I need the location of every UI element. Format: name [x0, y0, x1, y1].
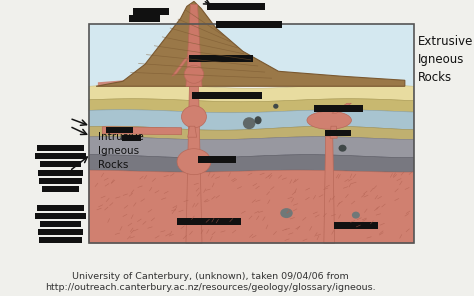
Bar [35, 153, 86, 159]
Polygon shape [186, 81, 202, 243]
Bar [37, 145, 83, 151]
Ellipse shape [243, 117, 255, 129]
Text: http://outreach.canterbury.ac.nz/resources/geology/glossary/igneous.: http://outreach.canterbury.ac.nz/resourc… [46, 282, 376, 292]
Polygon shape [186, 4, 202, 86]
Bar [106, 127, 133, 133]
Bar [325, 130, 351, 136]
Bar [89, 24, 414, 86]
Ellipse shape [352, 212, 360, 219]
Polygon shape [324, 136, 335, 243]
Bar [128, 15, 160, 22]
Text: University of Canterbury, (unknown), taken 09/04/06 from: University of Canterbury, (unknown), tak… [73, 271, 349, 281]
Polygon shape [96, 1, 405, 86]
Polygon shape [98, 34, 189, 86]
Bar [122, 135, 141, 141]
Bar [42, 186, 79, 192]
Bar [177, 218, 241, 225]
Polygon shape [89, 170, 414, 243]
Bar [134, 8, 169, 15]
Ellipse shape [273, 104, 279, 109]
Bar [38, 229, 83, 235]
Polygon shape [330, 126, 337, 138]
Bar [39, 178, 82, 184]
Bar [216, 21, 283, 28]
Ellipse shape [184, 65, 204, 83]
Bar [334, 222, 378, 229]
Polygon shape [172, 56, 190, 76]
Ellipse shape [255, 116, 262, 124]
Text: Intrusive
Igneous
Rocks: Intrusive Igneous Rocks [98, 132, 144, 170]
Polygon shape [102, 127, 182, 135]
Bar [207, 3, 264, 10]
Polygon shape [89, 137, 414, 158]
Ellipse shape [338, 145, 346, 152]
Bar [39, 237, 82, 243]
Bar [38, 170, 83, 176]
Bar [89, 24, 414, 243]
Polygon shape [89, 84, 414, 102]
Bar [37, 205, 83, 211]
Bar [40, 221, 81, 227]
Ellipse shape [177, 149, 211, 175]
Ellipse shape [280, 208, 293, 218]
Bar [189, 55, 253, 62]
Text: Extrusive
Igneous
Rocks: Extrusive Igneous Rocks [418, 35, 474, 84]
Bar [192, 92, 262, 99]
Polygon shape [188, 126, 197, 137]
Bar [314, 105, 363, 112]
Bar [199, 156, 236, 163]
Bar [35, 213, 86, 219]
Polygon shape [89, 99, 414, 113]
Ellipse shape [182, 106, 206, 128]
Polygon shape [332, 103, 351, 113]
Polygon shape [89, 126, 414, 140]
Bar [40, 161, 81, 167]
Polygon shape [89, 155, 414, 172]
Polygon shape [89, 110, 414, 130]
Ellipse shape [307, 111, 351, 129]
